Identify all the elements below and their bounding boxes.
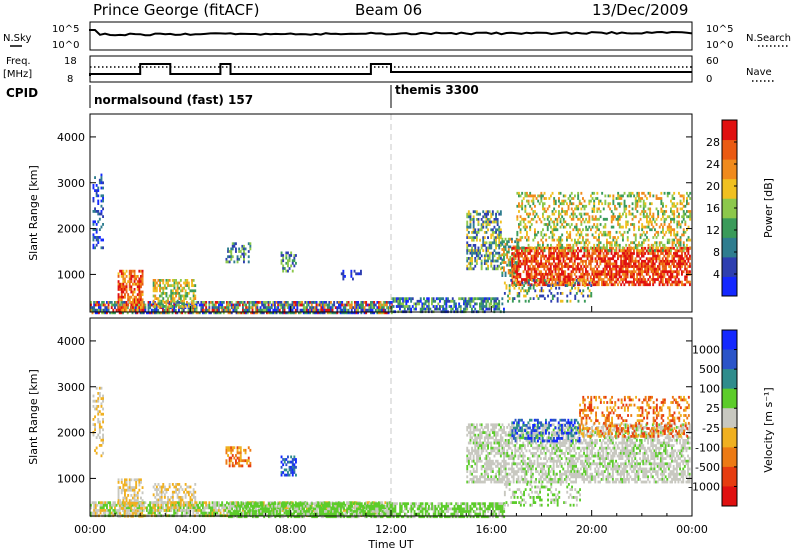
power-colorbar-swatch [722,237,737,258]
velocity-colorbar-tick: 100 [699,383,720,396]
frequency-line [89,63,692,76]
power-colorbar-tick: 28 [706,136,720,149]
cpid-entry-themis: themis 3300 [395,83,479,97]
power-ylabel: Slant Range [km] [27,165,40,261]
y-tick-label: 1000 [57,268,85,281]
velocity-colorbar-swatch [722,486,737,507]
y-tick-label: 4000 [57,131,85,144]
cpid-entry-normalsound: normalsound (fast) 157 [94,93,253,107]
y-tick-label: 2000 [57,427,85,440]
cpid-label: CPID [6,86,38,100]
noise-sky-line [89,29,693,37]
velocity-colorbar-swatch [722,388,737,409]
x-tick-label: 08:00 [275,523,307,536]
power-colorbar-label: Power [dB] [762,178,775,238]
velocity-colorbar-tick: -25 [702,422,720,435]
x-tick-label: 00:00 [74,523,106,536]
time-x-axis: 00:00 04:00 08:00 12:00 16:00 20:00 00:00 [74,306,708,536]
velocity-colorbar-swatch [722,466,737,487]
power-colorbar-swatch [722,198,737,219]
power-colorbar-swatch [722,276,737,297]
y-tick-label: 3000 [57,177,85,190]
y-tick-label: 3000 [57,381,85,394]
power-colorbar-swatch [722,159,737,180]
x-tick-label: 12:00 [375,523,407,536]
power-panel: 1000 2000 3000 4000 Slant Range [km] [27,113,693,315]
nave-label: Nave [746,67,772,78]
power-colorbar-swatch [722,120,737,141]
velocity-y-axis: 1000 2000 3000 4000 [57,335,692,485]
noise-left-top: 10^5 [52,24,79,35]
velocity-colorbar-swatch [722,330,737,351]
power-colorbar-tick: 8 [713,246,720,259]
velocity-colorbar-label: Velocity [m s⁻¹] [762,387,775,472]
frequency-panel: Freq. [MHz] 18 8 60 0 Nave [3,55,774,85]
power-colorbar-tick: 4 [713,268,720,281]
x-tick-label: 20:00 [576,523,608,536]
noise-left-bottom: 10^0 [52,40,79,51]
velocity-colorbar: 1000 500 100 25 -25 -100 -500 -1000 [688,329,738,507]
date-label: 13/Dec/2009 [592,1,688,19]
power-colorbar: 4 8 12 16 20 24 28 [706,119,738,297]
nsearch-label: N.Search [746,33,791,44]
noise-right-top: 10^5 [706,24,733,35]
power-colorbar-tick: 20 [706,180,720,193]
power-colorbar-swatch [722,217,737,238]
velocity-ylabel: Slant Range [km] [27,369,40,465]
velocity-colorbar-swatch [722,369,737,390]
power-colorbar-tick: 16 [706,202,720,215]
velocity-colorbar-tick: 500 [699,363,720,376]
freq-label-1: Freq. [6,56,31,67]
freq-right-top: 60 [706,56,719,67]
velocity-colorbar-tick: 25 [706,402,720,415]
freq-right-bottom: 0 [706,74,712,85]
station-title: Prince George (fitACF) [93,1,259,19]
y-tick-label: 1000 [57,472,85,485]
beam-label: Beam 06 [355,1,422,19]
x-tick-label: 16:00 [475,523,507,536]
velocity-colorbar-swatch [722,427,737,448]
velocity-colorbar-tick: -100 [695,441,720,454]
power-colorbar-swatch [722,256,737,277]
velocity-colorbar-swatch [722,349,737,370]
velocity-colorbar-tick: -500 [695,461,720,474]
velocity-colorbar-tick: 1000 [692,344,720,357]
velocity-colorbar-tick: -1000 [688,480,720,493]
nsky-label: N.Sky [3,33,31,44]
velocity-panel: 1000 2000 3000 4000 Slant Range [km] [27,317,693,519]
y-tick-label: 4000 [57,335,85,348]
power-y-axis: 1000 2000 3000 4000 [57,131,692,281]
cpid-row: CPID normalsound (fast) 157 themis 3300 [6,83,479,108]
noise-panel: N.Sky 10^5 10^0 10^5 10^0 N.Search [3,21,791,51]
power-colorbar-tick: 12 [706,224,720,237]
velocity-colorbar-swatch [722,447,737,468]
x-axis-label: Time UT [367,538,413,551]
freq-label-2: [MHz] [3,69,32,80]
x-tick-label: 04:00 [174,523,206,536]
y-tick-label: 2000 [57,223,85,236]
power-colorbar-tick: 24 [706,158,720,171]
noise-right-bottom: 10^0 [706,40,733,51]
power-colorbar-swatch [722,139,737,160]
velocity-data-layer [90,386,691,519]
velocity-colorbar-swatch [722,408,737,429]
freq-left-bottom: 8 [67,74,73,85]
power-colorbar-swatch [722,178,737,199]
x-tick-label: 00:00 [676,523,708,536]
freq-left-top: 18 [64,56,77,67]
